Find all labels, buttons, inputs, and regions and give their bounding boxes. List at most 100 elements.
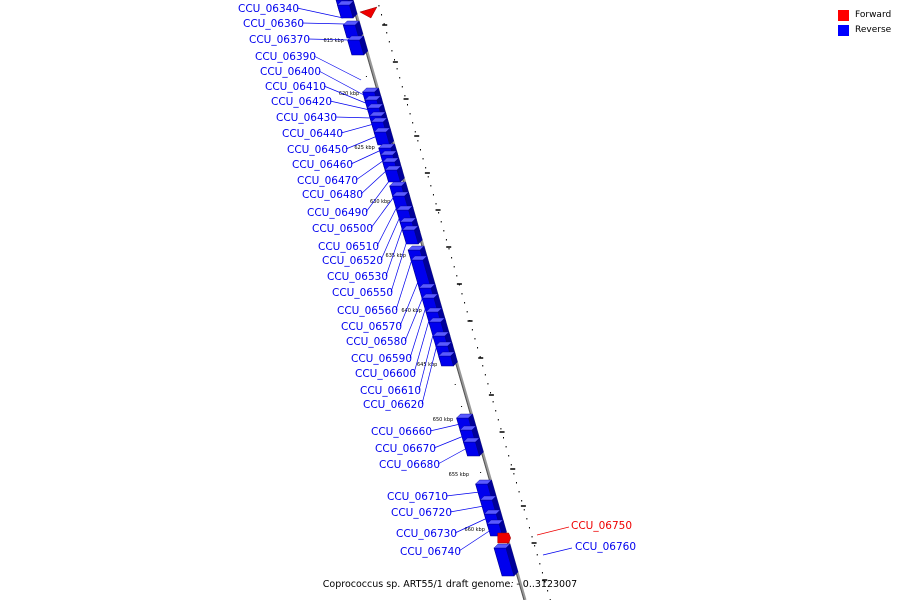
scale-tick-label: 640 kbp: [401, 308, 421, 314]
reverse-swatch: [838, 25, 849, 36]
gene-label: CCU_06460: [292, 159, 353, 171]
gene-leader-line: [365, 179, 391, 213]
gene-label: CCU_06480: [302, 189, 363, 201]
gene-leader-line: [313, 55, 362, 81]
reverse-gene-side: [349, 0, 358, 19]
gene-leader-line: [404, 295, 424, 342]
gene-label: CCU_06400: [260, 66, 321, 78]
gene-leader-line: [340, 123, 374, 134]
track-dot: [523, 509, 525, 511]
track-dot: [547, 590, 549, 592]
gene-label: CCU_06410: [265, 81, 326, 93]
gene-label: CCU_06430: [276, 112, 337, 124]
track-dot: [406, 104, 408, 106]
track-dot: [396, 68, 398, 70]
track-dot: [427, 176, 429, 178]
track-dot: [404, 95, 406, 97]
track-dot: [456, 275, 458, 277]
gene-leader-line: [445, 491, 480, 497]
scale-tick-label: 620 kbp: [339, 91, 359, 97]
gene-leader-line: [350, 149, 382, 165]
track-dot: [515, 482, 517, 484]
gene-label: CCU_06520: [322, 255, 383, 267]
gene-leader-line: [421, 343, 438, 405]
track-dot: [451, 257, 453, 259]
scale-tick-label: 630 kbp: [370, 199, 390, 205]
gene-leader-line: [536, 526, 570, 536]
track-dot: [536, 554, 538, 556]
gene-leader-line: [301, 22, 345, 25]
gene-leader-line: [449, 505, 484, 513]
scale-tick-label: 650 kbp: [433, 417, 453, 423]
gene-leader-line: [360, 169, 388, 195]
gene-leader-line: [409, 305, 427, 359]
gene-label: CCU_06390: [255, 51, 316, 63]
gene-label: CCU_06720: [391, 507, 452, 519]
track-dot: [505, 446, 507, 448]
reverse-gene-side: [498, 519, 507, 537]
track-dot: [487, 383, 489, 385]
gene-label: CCU_06340: [238, 3, 299, 15]
gene-leader-line: [454, 517, 488, 534]
gene-label: CCU_06740: [400, 546, 461, 558]
track-dot: [435, 203, 437, 205]
track-dot: [422, 158, 424, 160]
gene-leader-line: [329, 100, 370, 111]
track-dot: [466, 311, 468, 313]
gene-label: CCU_06660: [371, 426, 432, 438]
track-dot: [490, 392, 492, 394]
track-dot: [412, 122, 414, 124]
track-dot: [440, 221, 442, 223]
gene-label: CCU_06530: [327, 271, 388, 283]
track-dot: [378, 5, 380, 7]
gene-leader-line: [390, 239, 408, 293]
reverse-gene-side: [354, 20, 364, 39]
gene-leader-line: [385, 225, 404, 277]
gene-label: CCU_06580: [346, 336, 407, 348]
track-dot: [381, 14, 383, 16]
gene-label: CCU_06620: [363, 399, 424, 411]
forward-swatch: [838, 10, 849, 21]
forward-gene-block: [359, 6, 378, 19]
gene-leader-line: [345, 135, 378, 150]
track-dot: [482, 365, 484, 367]
track-dot: [419, 149, 421, 151]
track-dot: [539, 563, 541, 565]
track-dot: [401, 86, 403, 88]
track-dot: [414, 131, 416, 133]
gene-leader-line: [323, 85, 369, 105]
gene-leader-line: [380, 215, 401, 261]
track-dot: [464, 302, 466, 304]
track-dot: [399, 77, 401, 79]
left-dot: [461, 406, 463, 407]
gene-leader-line: [399, 279, 420, 327]
reverse-gene-side: [475, 437, 484, 457]
gene-leader-line: [370, 195, 395, 229]
legend-reverse-label: Reverse: [855, 25, 892, 35]
gene-label: CCU_06610: [360, 385, 421, 397]
scale-tick-label: 655 kbp: [449, 472, 469, 478]
track-dot: [430, 185, 432, 187]
gene-leader-line: [437, 447, 468, 465]
forward-gene-block: [497, 532, 511, 544]
track-dot: [528, 527, 530, 529]
track-dot: [521, 500, 523, 502]
track-dot: [438, 212, 440, 214]
track-dot: [391, 50, 393, 52]
track-dot: [471, 329, 473, 331]
track-dot: [443, 230, 445, 232]
gene-label: CCU_06600: [355, 368, 416, 380]
reverse-gene-side: [385, 127, 395, 146]
gene-leader-line: [413, 317, 431, 374]
gene-label: CCU_06670: [375, 443, 436, 455]
track-dot: [461, 293, 463, 295]
gene-leader-line: [542, 547, 573, 556]
gene-leader-line: [296, 7, 344, 19]
track-dot: [409, 113, 411, 115]
gene-label: CCU_06590: [351, 353, 412, 365]
gene-leader-line: [318, 70, 366, 97]
track-dot: [497, 419, 499, 421]
track-dot: [531, 536, 533, 538]
track-dot: [513, 473, 515, 475]
gene-leader-line: [355, 159, 385, 181]
